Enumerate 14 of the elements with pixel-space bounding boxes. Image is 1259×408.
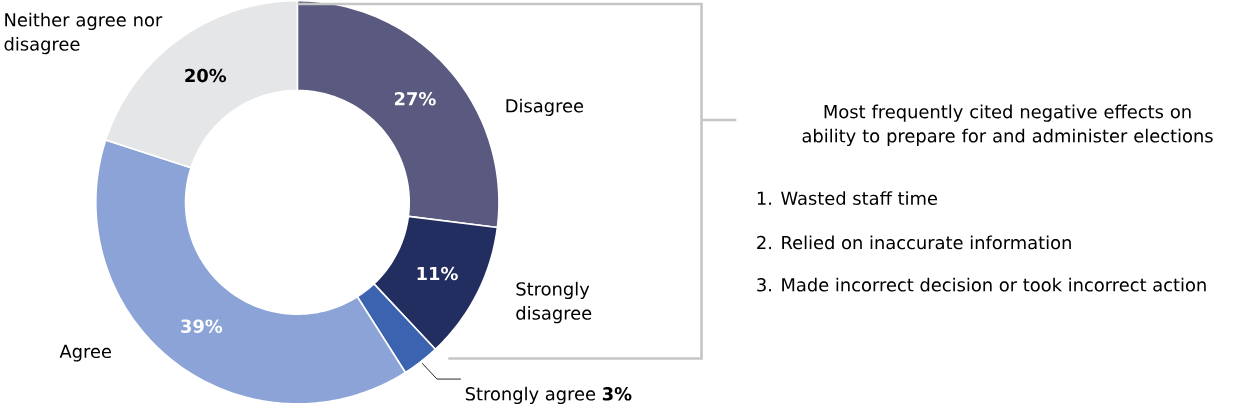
slice-label: Strongly agree [465,386,596,405]
text: 3. Made incorrect decision or took incorrect action [757,277,1206,292]
slice-label: Strongly disagree [516,282,592,324]
text: 2. Relied on inaccurate information [757,235,1071,250]
data-label: 39% [181,319,223,334]
data-label: 20% [185,68,227,83]
slice-label: Agree [59,345,112,362]
slice-label: Neither agree nor disagree [4,12,163,55]
data-label: 3% [602,387,632,401]
data-label: 11% [417,266,458,281]
slice-label: Disagree [506,98,584,117]
data-label: 27% [394,92,436,106]
text: Most frequently cited negative effects on ability to prepare for and administer elections [802,104,1213,147]
text: 1. Wasted staff time [757,191,937,206]
